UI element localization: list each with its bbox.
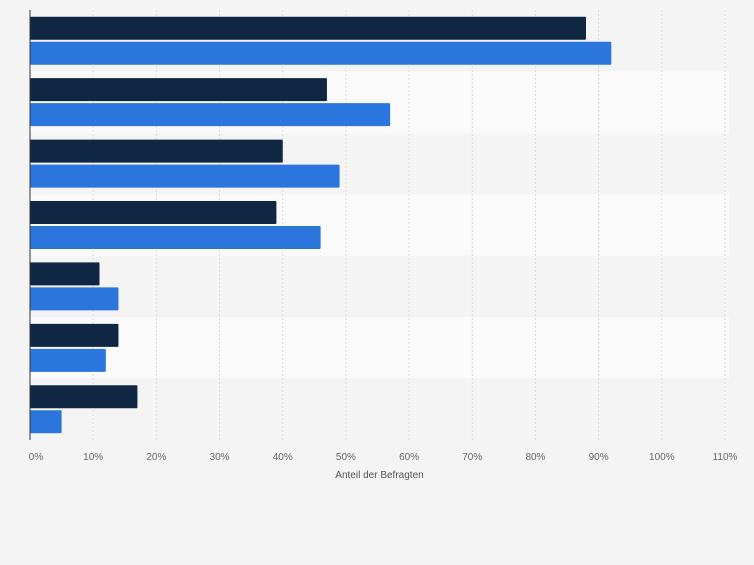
x-tick-label: 110% (713, 452, 738, 463)
x-tick-labels: 0% 10% 20% 30% 40% 50% 60% 70% 80% 90% 100% 110% (29, 452, 738, 463)
x-tick-label: 20% (146, 452, 166, 463)
x-tick-label: 30% (210, 452, 230, 463)
bar-series-2-row-1 (30, 41, 612, 65)
x-tick-label: 50% (336, 452, 356, 463)
bar-series-2-row-4 (30, 226, 321, 249)
row-bands (30, 10, 729, 440)
bar-series-1-row-5 (30, 262, 100, 286)
bar-series-2-row-2 (30, 103, 391, 127)
bar-series-1-row-2 (30, 78, 327, 102)
bar-series-1-row-7 (30, 385, 138, 409)
bar-series-1-row-1 (30, 16, 586, 40)
x-axis-label: Anteil der Befragten (335, 470, 423, 481)
bar-series-2-row-5 (30, 287, 119, 311)
bars (30, 16, 612, 434)
bar-series-2-row-3 (30, 164, 340, 188)
row-band (30, 317, 729, 379)
bar-series-2-row-7 (30, 410, 62, 434)
bar-series-1-row-4 (30, 201, 277, 224)
x-tick-label: 80% (525, 452, 545, 463)
bar-series-2-row-6 (30, 348, 106, 372)
x-tick-label: 60% (399, 452, 419, 463)
x-tick-label: 100% (649, 452, 675, 463)
bar-series-1-row-6 (30, 323, 119, 347)
bar-series-1-row-3 (30, 139, 283, 163)
row-band (30, 255, 729, 318)
x-tick-label: 10% (83, 452, 103, 463)
x-tick-label: 40% (273, 452, 293, 463)
x-tick-label: 90% (589, 452, 609, 463)
x-tick-label: 70% (462, 452, 482, 463)
row-band (30, 378, 729, 440)
x-tick-label: 0% (29, 452, 44, 463)
